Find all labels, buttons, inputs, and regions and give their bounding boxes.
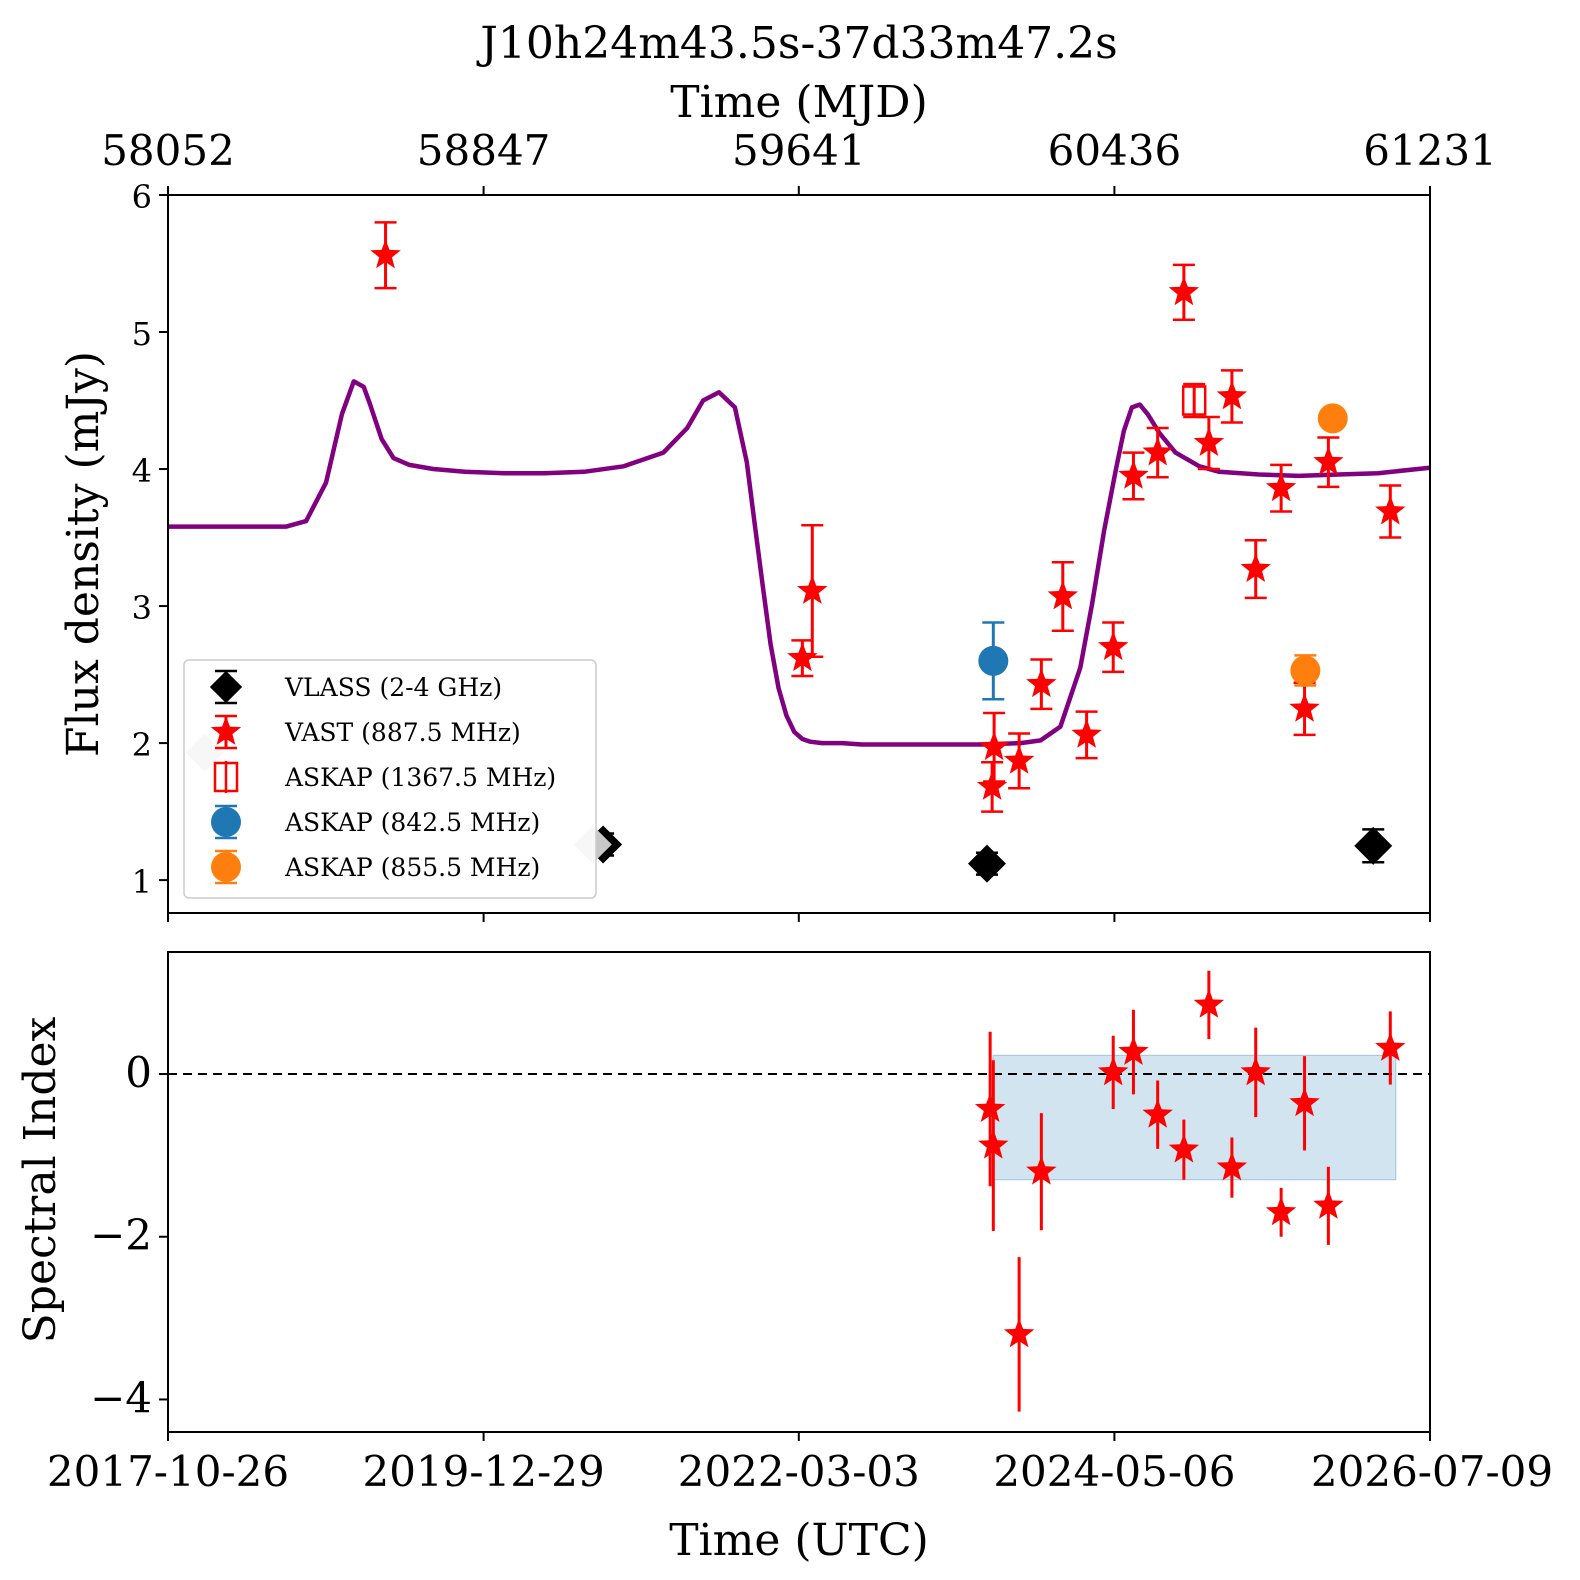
chart-title: J10h24m43.5s-37d33m47.2s — [476, 18, 1118, 69]
top-x-tick-label-4: 61231 — [1363, 126, 1497, 175]
flux-axes: 1 2 3 4 5 6 — [132, 178, 168, 901]
flux-vast-point-14 — [1216, 380, 1248, 410]
flux-y-tick-label-1: 2 — [132, 726, 152, 764]
spectral-index-vast-point-7 — [1168, 1133, 1200, 1163]
legend-label-askap-1367: ASKAP (1367.5 MHz) — [284, 763, 556, 792]
bottom-x-tick-label-3: 2024-05-06 — [993, 1447, 1235, 1496]
spectral-index-y-axis-label: Spectral Index — [15, 1016, 66, 1343]
legend-label-vlass: VLASS (2-4 GHz) — [284, 673, 502, 702]
flux-askap1367-point-0 — [1181, 385, 1207, 416]
spectral-index-vast-point-8 — [1193, 988, 1225, 1018]
spectral-index-y-tick-label-0: −4 — [90, 1373, 152, 1422]
flux-vast-point-8 — [1071, 718, 1102, 748]
flux-y-axis-label: Flux density (mJy) — [58, 351, 109, 757]
flux-vast-point-16 — [1265, 472, 1297, 502]
flux-vast-point-2 — [797, 575, 828, 604]
flux-y-tick-label-4: 5 — [132, 315, 152, 353]
legend-frame — [183, 659, 597, 899]
flux-askap855-point-0 — [1290, 655, 1321, 686]
flux-vast-point-13 — [1193, 427, 1225, 456]
flux-vast-point-10 — [1118, 459, 1149, 489]
spectral-index-vast-point-9 — [1216, 1151, 1248, 1181]
bottom-x-tick-label-2: 2022-03-03 — [678, 1447, 920, 1496]
spectral-index-vast-point-2 — [1003, 1318, 1035, 1348]
spectral-index-vast-point-10 — [1240, 1056, 1271, 1086]
flux-vast-point-15 — [1240, 553, 1271, 582]
legend-label-askap-842: ASKAP (842.5 MHz) — [284, 808, 540, 837]
legend-marker-3 — [211, 807, 241, 837]
x-bottom-axis-label: Time (UTC) — [669, 1515, 929, 1566]
flux-panel: 1 2 3 4 5 6 Flux density (mJy) VLASS (2-4 GHz… — [58, 178, 1431, 914]
flux-vast-point-12 — [1168, 276, 1200, 306]
top-x-tick-label-1: 58847 — [417, 126, 551, 175]
legend-marker-1 — [210, 716, 242, 745]
flux-askap855-point-1 — [1317, 403, 1348, 434]
legend-marker-0 — [209, 670, 243, 704]
spectral-index-vast-point-1 — [978, 1129, 1009, 1159]
spectral-index-vast-point-11 — [1265, 1196, 1297, 1226]
flux-vast-point-19 — [1375, 495, 1406, 525]
spectral-index-vast-point-12 — [1289, 1087, 1320, 1117]
flux-y-tick-label-3: 4 — [132, 452, 152, 490]
flux-y-tick-label-5: 6 — [132, 178, 152, 216]
spectral-index-y-tick-label-2: 0 — [125, 1048, 152, 1097]
spectral-index-vast-point-14 — [1375, 1032, 1406, 1061]
flux-vast-point-9 — [1098, 631, 1129, 661]
spectral-index-plot-area — [168, 970, 1430, 1412]
flux-vast-point-3 — [976, 770, 1008, 800]
spectral-index-panel-frame — [167, 951, 1431, 1433]
flux-y-tick-label-2: 3 — [132, 589, 152, 627]
legend-marker-2 — [213, 761, 239, 793]
top-x-tick-label-0: 58052 — [101, 126, 235, 175]
flux-askap1367-point-0-errorbar — [1183, 382, 1206, 419]
legend-label-askap-855: ASKAP (855.5 MHz) — [284, 853, 540, 882]
spectral-index-vast-point-3 — [1026, 1155, 1057, 1185]
top-x-tick-label-2: 59641 — [732, 126, 866, 175]
flux-vlass-point-2 — [1354, 826, 1393, 865]
spectral-index-vast-point-4 — [1098, 1056, 1129, 1086]
flux-legend: VLASS (2-4 GHz) VAST (887.5 MHz) ASKAP (… — [183, 659, 597, 899]
flux-askap842-point-0 — [978, 645, 1009, 676]
legend-marker-4 — [211, 852, 241, 882]
flux-vast-point-11 — [1142, 436, 1173, 466]
bottom-x-tick-label-0: 2017-10-26 — [47, 1447, 289, 1496]
flux-vast-point-0 — [370, 239, 401, 269]
shared-x-axes: 58052 2017-10-26 58847 2019-12-29 59641 2022-… — [47, 126, 1553, 1496]
flux-vast-point-4 — [978, 731, 1010, 761]
spectral-index-vast-point-6 — [1142, 1098, 1173, 1128]
spectral-index-y-tick-label-1: −2 — [90, 1211, 152, 1260]
flux-vast-point-5 — [1003, 744, 1035, 774]
bottom-x-tick-label-4: 2026-07-09 — [1311, 1447, 1553, 1496]
flux-vast-point-18 — [1313, 446, 1344, 476]
spectral-index-vast-point-0 — [974, 1093, 1006, 1122]
spectral-index-vast-point-13 — [1313, 1189, 1344, 1219]
legend-label-vast: VAST (887.5 MHz) — [284, 718, 521, 747]
legend-markers — [209, 669, 243, 885]
flux-y-tick-label-0: 1 — [132, 863, 152, 901]
spectral-index-axes: −4 −2 0 — [90, 1048, 168, 1422]
flux-vast-point-6 — [1026, 668, 1057, 698]
spectral-index-panel: −4 −2 0 Spectral Index — [15, 951, 1431, 1433]
flux-vlass-point-1 — [967, 844, 1006, 883]
x-top-axis-label: Time (MJD) — [670, 77, 927, 128]
flux-vast-point-7 — [1047, 580, 1078, 610]
bottom-x-tick-label-1: 2019-12-29 — [363, 1447, 605, 1496]
spectral-index-vast-point-5 — [1118, 1036, 1149, 1065]
model-curve — [168, 379, 1431, 747]
flux-vast-point-17 — [1289, 692, 1320, 722]
top-x-tick-label-3: 60436 — [1048, 126, 1182, 175]
spectral-index-range-band — [992, 1054, 1397, 1181]
